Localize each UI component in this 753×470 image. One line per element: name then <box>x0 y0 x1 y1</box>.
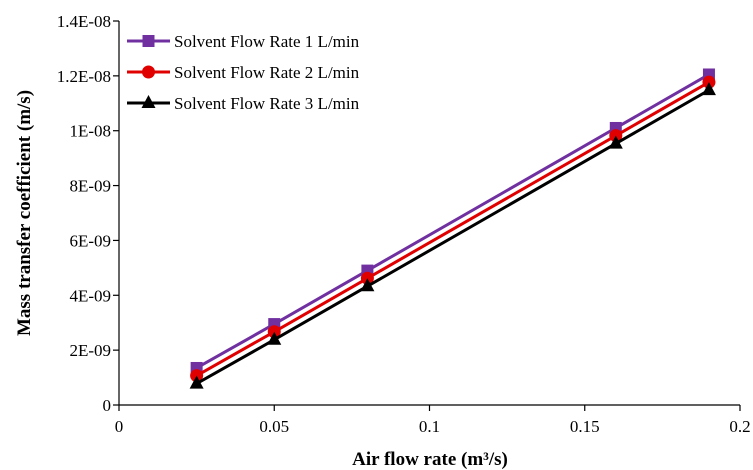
x-tick-label: 0.05 <box>259 417 289 436</box>
y-tick-label: 8E-09 <box>69 177 111 196</box>
y-tick-label: 1.2E-08 <box>57 67 111 86</box>
legend-marker <box>142 65 155 79</box>
x-axis-ticks: 0 0.05 0.1 0.15 0.2 <box>115 405 751 436</box>
x-axis-title: Air flow rate (m³/s) <box>352 449 508 470</box>
data-point <box>360 278 375 292</box>
y-tick-label: 6E-09 <box>69 231 111 250</box>
x-tick-label: 0.1 <box>419 417 440 436</box>
legend-item: Solvent Flow Rate 1 L/min <box>127 32 360 51</box>
x-tick-label: 0.2 <box>729 417 750 436</box>
series-layer <box>189 68 716 389</box>
legend-label: Solvent Flow Rate 1 L/min <box>174 32 360 51</box>
series-2 <box>190 75 716 383</box>
y-tick-label: 2E-09 <box>69 341 111 360</box>
y-tick-label: 1.4E-08 <box>57 12 111 31</box>
y-tick-label: 0 <box>103 396 112 415</box>
legend-label: Solvent Flow Rate 3 L/min <box>174 94 360 113</box>
legend: Solvent Flow Rate 1 L/min Solvent Flow Ra… <box>127 32 360 113</box>
legend-item: Solvent Flow Rate 3 L/min <box>127 94 360 113</box>
legend-marker <box>142 35 155 47</box>
x-tick-label: 0 <box>115 417 124 436</box>
y-axis-ticks: 0 2E-09 4E-09 6E-09 8E-09 1E-08 1.2E-08 1.4E-08 <box>57 12 119 415</box>
x-tick-label: 0.15 <box>570 417 600 436</box>
series-3 <box>189 82 716 389</box>
legend-marker <box>141 95 156 108</box>
y-tick-label: 4E-09 <box>69 286 111 305</box>
data-point <box>189 375 204 389</box>
data-point <box>608 135 623 149</box>
legend-item: Solvent Flow Rate 2 L/min <box>127 63 360 82</box>
y-axis-title: Mass transfer coefficient (m/s) <box>14 90 35 336</box>
legend-label: Solvent Flow Rate 2 L/min <box>174 63 360 82</box>
data-point <box>701 82 716 96</box>
y-tick-label: 1E-08 <box>69 122 111 141</box>
data-point <box>267 331 282 345</box>
